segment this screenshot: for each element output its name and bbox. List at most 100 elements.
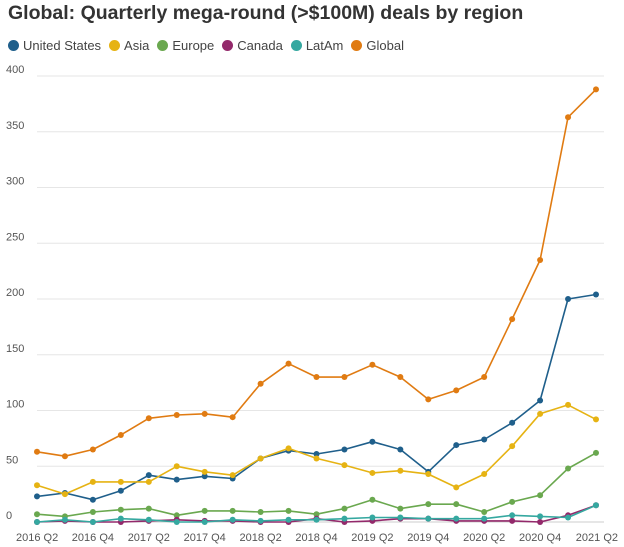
data-point — [257, 455, 264, 462]
data-point — [201, 473, 208, 480]
data-point — [313, 455, 320, 462]
data-point — [229, 414, 236, 421]
data-point — [229, 472, 236, 479]
y-tick-label: 300 — [6, 176, 24, 188]
data-point — [34, 519, 40, 525]
y-tick-label: 100 — [6, 399, 24, 411]
data-point — [397, 505, 404, 512]
legend: United States Asia Europe Canada LatAm Global — [8, 38, 412, 53]
data-point — [509, 419, 516, 426]
data-point — [369, 438, 376, 445]
series-asia — [34, 401, 599, 498]
data-point — [397, 514, 404, 521]
data-point — [425, 396, 432, 403]
legend-swatch — [8, 40, 19, 51]
data-point — [565, 296, 572, 302]
data-point — [285, 445, 292, 452]
data-point — [145, 478, 152, 485]
data-point — [257, 380, 264, 387]
legend-label: Global — [366, 38, 404, 53]
data-point — [257, 517, 264, 524]
data-point — [117, 506, 124, 513]
y-tick-label: 50 — [6, 454, 18, 466]
data-point — [341, 446, 348, 453]
data-point — [565, 514, 572, 521]
data-point — [537, 513, 544, 520]
legend-item[interactable]: Global — [351, 38, 404, 53]
data-point — [34, 511, 40, 518]
legend-swatch — [157, 40, 169, 51]
data-point — [117, 478, 124, 485]
data-point — [285, 516, 292, 523]
data-point — [481, 471, 488, 478]
x-tick-label: 2021 Q2 — [576, 532, 618, 544]
data-point — [593, 502, 599, 509]
data-point — [61, 453, 68, 460]
data-point — [481, 515, 488, 522]
x-tick-label: 2020 Q4 — [519, 532, 561, 544]
data-point — [145, 505, 152, 512]
data-point — [117, 515, 124, 522]
legend-item[interactable]: Europe — [157, 38, 214, 53]
data-point — [341, 515, 348, 522]
data-point — [173, 519, 180, 525]
data-point — [537, 410, 544, 417]
data-point — [229, 507, 236, 514]
data-point — [509, 498, 516, 505]
data-point — [117, 432, 124, 439]
legend-swatch — [351, 40, 363, 51]
data-point — [565, 465, 572, 472]
y-tick-label: 0 — [6, 510, 12, 522]
data-point — [34, 493, 40, 500]
x-tick-label: 2018 Q2 — [239, 532, 281, 544]
data-point — [593, 449, 599, 456]
data-point — [89, 508, 96, 515]
data-point — [593, 291, 599, 298]
data-point — [369, 469, 376, 476]
data-point — [341, 374, 348, 381]
x-tick-label: 2019 Q2 — [351, 532, 393, 544]
data-point — [201, 507, 208, 514]
data-point — [397, 374, 404, 381]
legend-label: Asia — [124, 38, 150, 53]
data-point — [453, 515, 460, 522]
data-point — [537, 397, 544, 404]
series-global — [34, 86, 599, 460]
data-point — [117, 487, 124, 494]
data-point — [453, 387, 460, 394]
data-point — [509, 517, 516, 524]
data-point — [481, 374, 488, 381]
series-europe — [34, 449, 599, 520]
data-point — [201, 519, 208, 525]
data-point — [397, 467, 404, 474]
y-tick-label: 350 — [6, 120, 24, 132]
data-point — [173, 463, 180, 470]
data-point — [341, 505, 348, 512]
x-tick-label: 2018 Q4 — [295, 532, 337, 544]
data-point — [397, 446, 404, 453]
data-point — [565, 114, 572, 121]
data-point — [537, 519, 544, 525]
data-point — [201, 468, 208, 475]
y-tick-label: 200 — [6, 287, 24, 299]
data-point — [89, 446, 96, 453]
legend-label: Europe — [172, 38, 215, 53]
legend-item[interactable]: Canada — [222, 38, 283, 53]
data-point — [453, 501, 460, 508]
series-line — [36, 88, 597, 458]
data-point — [425, 471, 432, 478]
data-point — [453, 484, 460, 491]
data-point — [61, 491, 68, 498]
x-tick-label: 2017 Q2 — [128, 532, 170, 544]
legend-item[interactable]: Asia — [109, 38, 149, 53]
data-point — [509, 512, 516, 519]
data-point — [34, 482, 40, 489]
data-point — [369, 514, 376, 521]
legend-label: LatAm — [305, 38, 344, 53]
data-point — [425, 515, 432, 522]
data-point — [34, 448, 40, 455]
legend-item[interactable]: United States — [8, 38, 101, 53]
legend-item[interactable]: LatAm — [290, 38, 344, 53]
data-point — [425, 501, 432, 508]
data-point — [313, 450, 320, 457]
